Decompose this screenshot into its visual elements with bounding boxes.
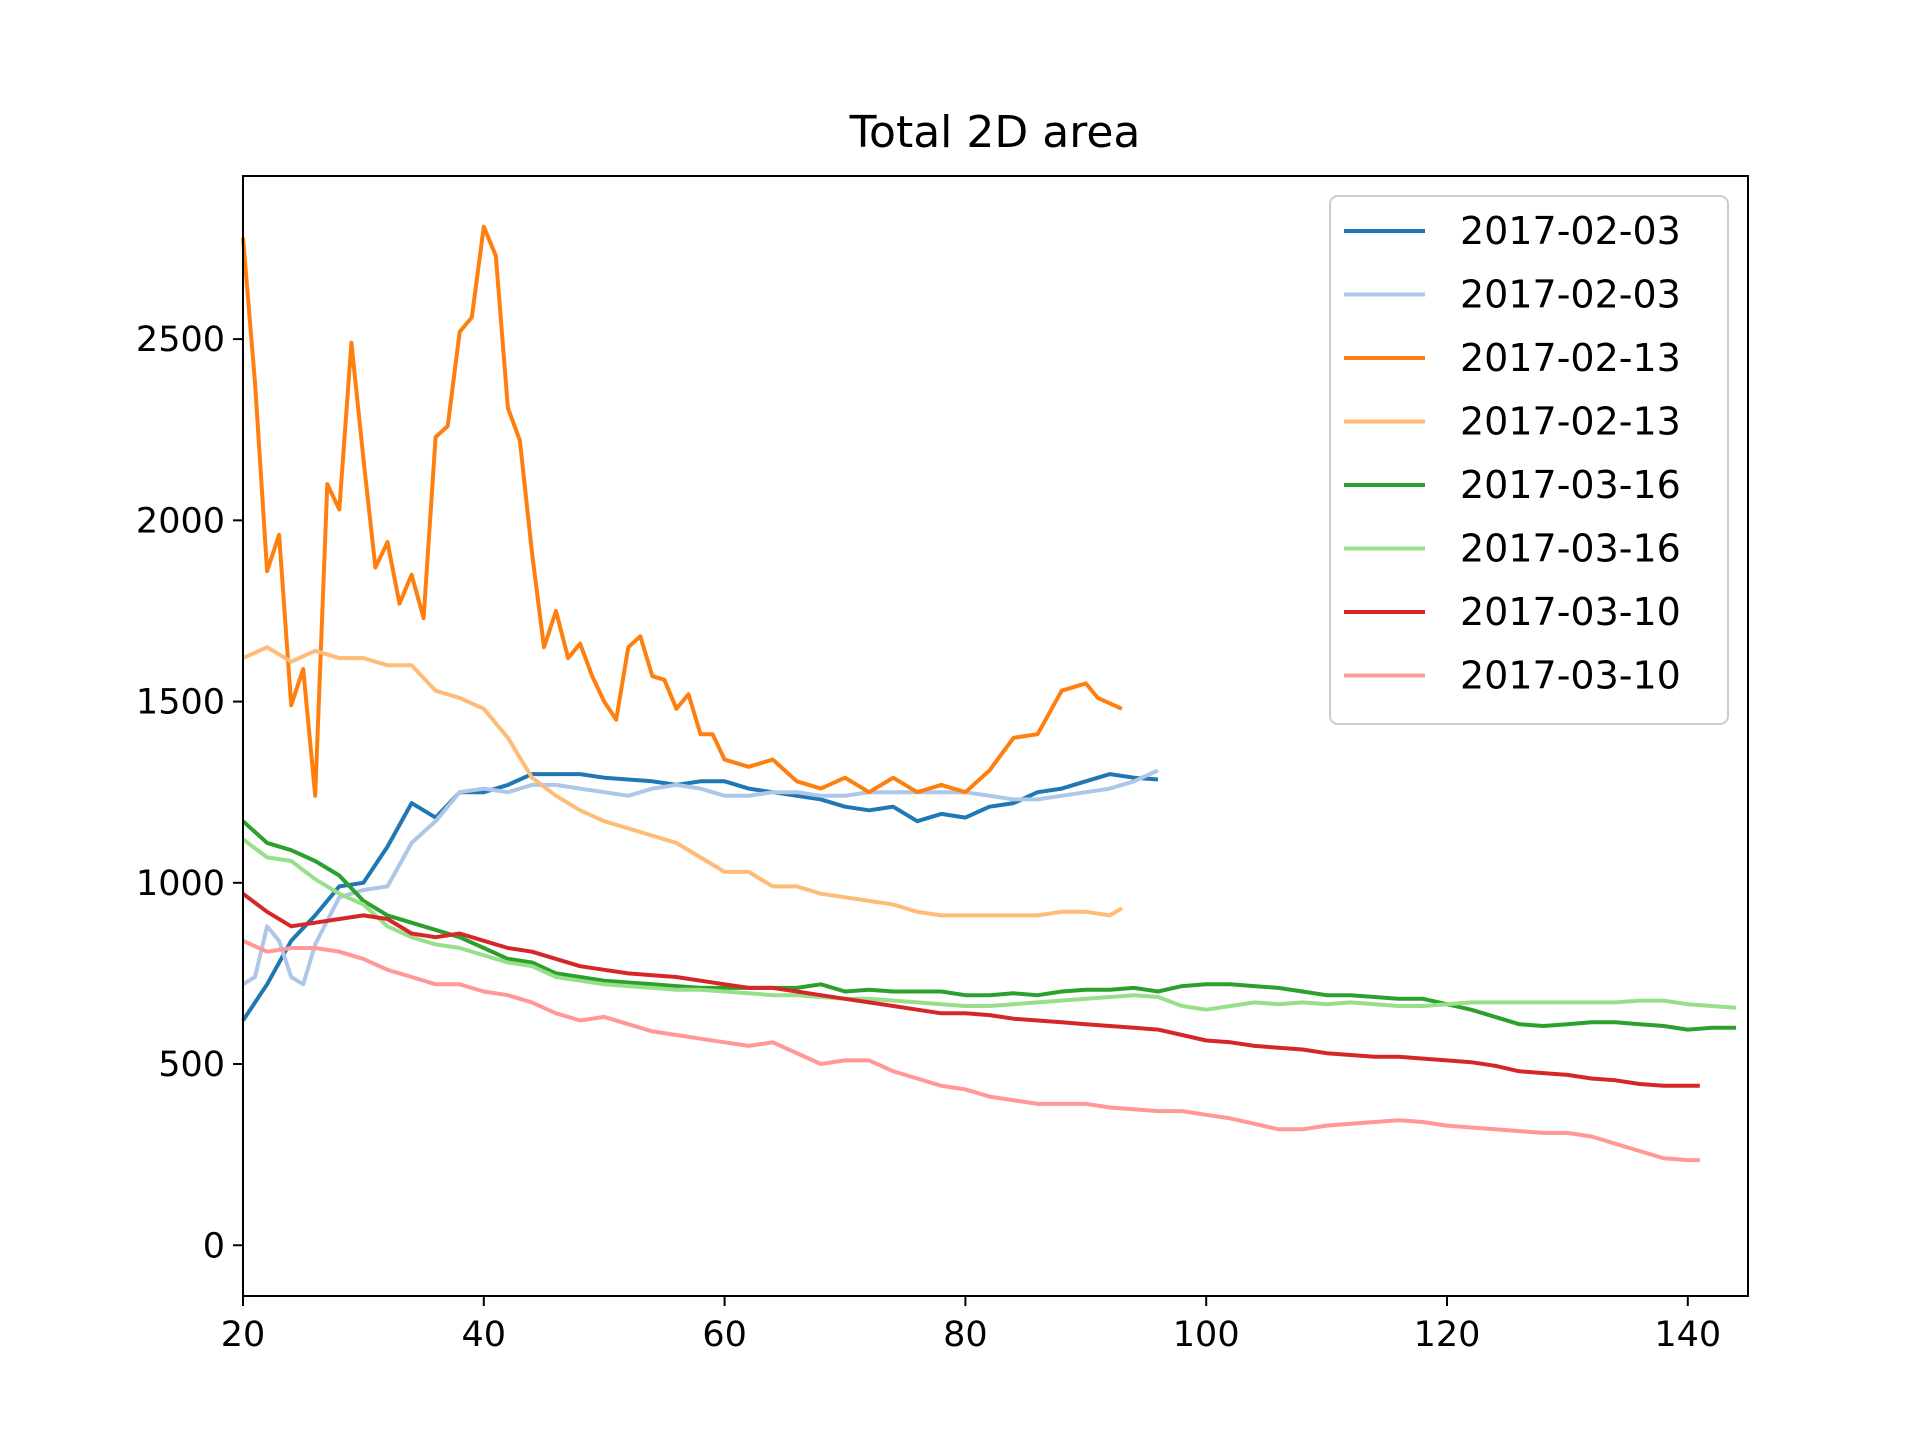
series-lines (241, 224, 1737, 1163)
series-line-7 (241, 892, 1700, 1088)
chart-title: Total 2D area (849, 107, 1141, 158)
x-tick-label: 20 (221, 1315, 266, 1355)
y-tick-label: 1500 (136, 683, 225, 723)
legend-label: 2017-03-10 (1460, 654, 1681, 698)
legend-box (1329, 195, 1729, 725)
x-tick-label: 80 (943, 1315, 988, 1355)
x-tick-label: 120 (1414, 1315, 1481, 1355)
legend-label: 2017-02-13 (1460, 336, 1681, 380)
y-tick-label: 0 (203, 1226, 225, 1266)
legend: 2017-02-03 2017-02-03 2017-02-13 2017-02-13… (1329, 195, 1729, 725)
x-axis: 20 40 60 80 100 120 140 (221, 1296, 1721, 1355)
x-tick-label: 100 (1173, 1315, 1240, 1355)
y-tick-label: 1000 (136, 864, 225, 904)
series-line-6 (241, 837, 1737, 1012)
series-line-1 (241, 772, 1159, 1022)
series-line-8 (242, 938, 1700, 1163)
legend-label: 2017-03-16 (1460, 463, 1681, 507)
legend-label: 2017-02-03 (1460, 209, 1681, 253)
plot-area-frame (242, 175, 1749, 1297)
series-line-5 (241, 819, 1736, 1032)
series-line-3 (241, 224, 1123, 798)
legend-label: 2017-03-16 (1460, 527, 1681, 571)
y-axis: 0 500 1000 1500 2000 2500 (136, 320, 243, 1266)
x-tick-label: 140 (1654, 1315, 1721, 1355)
legend-label: 2017-02-03 (1460, 273, 1681, 317)
y-tick-label: 500 (158, 1045, 225, 1085)
x-tick-label: 60 (702, 1315, 747, 1355)
series-line-2 (241, 768, 1159, 987)
y-tick-label: 2500 (136, 320, 225, 360)
legend-label: 2017-03-10 (1460, 590, 1681, 634)
x-tick-label: 40 (462, 1315, 507, 1355)
series-line-4 (242, 645, 1123, 918)
y-tick-label: 2000 (136, 501, 225, 541)
legend-label: 2017-02-13 (1460, 400, 1681, 444)
